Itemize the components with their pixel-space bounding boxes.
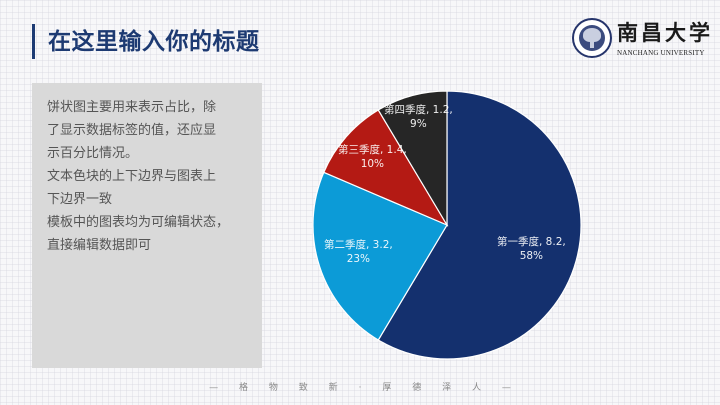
pie-label-q2: 第二季度, 3.2, 23% bbox=[324, 239, 393, 265]
footer-char: 厚 bbox=[382, 383, 392, 393]
footer-motto: — 格 物 致 新 · 厚 德 泽 人 — bbox=[0, 380, 720, 393]
pie-label-q1: 第一季度, 8.2, 58% bbox=[497, 236, 566, 262]
footer-dot: · bbox=[358, 383, 362, 393]
footer-char: 格 bbox=[239, 383, 249, 393]
footer-char: 人 bbox=[471, 383, 481, 393]
description-line: 直接编辑数据即可 bbox=[47, 238, 152, 253]
university-logo: 南昌大学 NANCHANG UNIVERSITY bbox=[572, 18, 712, 60]
pie-slice bbox=[312, 171, 448, 341]
pie-slice bbox=[322, 109, 449, 227]
footer-dash: — bbox=[501, 383, 511, 393]
footer-char: 泽 bbox=[442, 383, 452, 393]
title-accent-bar bbox=[32, 24, 35, 59]
description-line: 下边界一致 bbox=[47, 192, 113, 207]
description-line: 示百分比情况。 bbox=[47, 146, 139, 161]
pie-slice bbox=[377, 90, 582, 360]
pie-chart: 第一季度, 8.2, 58% 第二季度, 3.2, 23% 第三季度, 1.4, 10… bbox=[300, 80, 600, 370]
description-text-block: 饼状图主要用来表示占比，除 了显示数据标签的值，还应显 示百分比情况。 文本色块… bbox=[32, 83, 262, 368]
university-emblem-icon bbox=[572, 18, 612, 58]
footer-char: 物 bbox=[268, 383, 278, 393]
pie-chart-svg bbox=[312, 90, 582, 360]
footer-char: 致 bbox=[298, 383, 308, 393]
description-line: 文本色块的上下边界与图表上 bbox=[47, 169, 217, 184]
pie-slice bbox=[377, 90, 448, 228]
description-line: 了显示数据标签的值，还应显 bbox=[47, 123, 217, 138]
pie-label-q4: 第四季度, 1.2, 9% bbox=[384, 104, 453, 130]
footer-dash: — bbox=[209, 383, 219, 393]
page-title: 在这里输入你的标题 bbox=[48, 29, 260, 55]
logo-name-en: NANCHANG UNIVERSITY bbox=[617, 49, 705, 57]
description-text: 饼状图主要用来表示占比，除 了显示数据标签的值，还应显 示百分比情况。 文本色块… bbox=[47, 96, 257, 257]
logo-name-cn: 南昌大学 bbox=[617, 20, 713, 45]
footer-char: 德 bbox=[412, 383, 422, 393]
description-line: 饼状图主要用来表示占比，除 bbox=[47, 100, 217, 115]
pie-label-q3: 第三季度, 1.4, 10% bbox=[338, 144, 407, 170]
footer-char: 新 bbox=[328, 383, 338, 393]
description-line: 模板中的图表均为可编辑状态， bbox=[47, 215, 230, 230]
